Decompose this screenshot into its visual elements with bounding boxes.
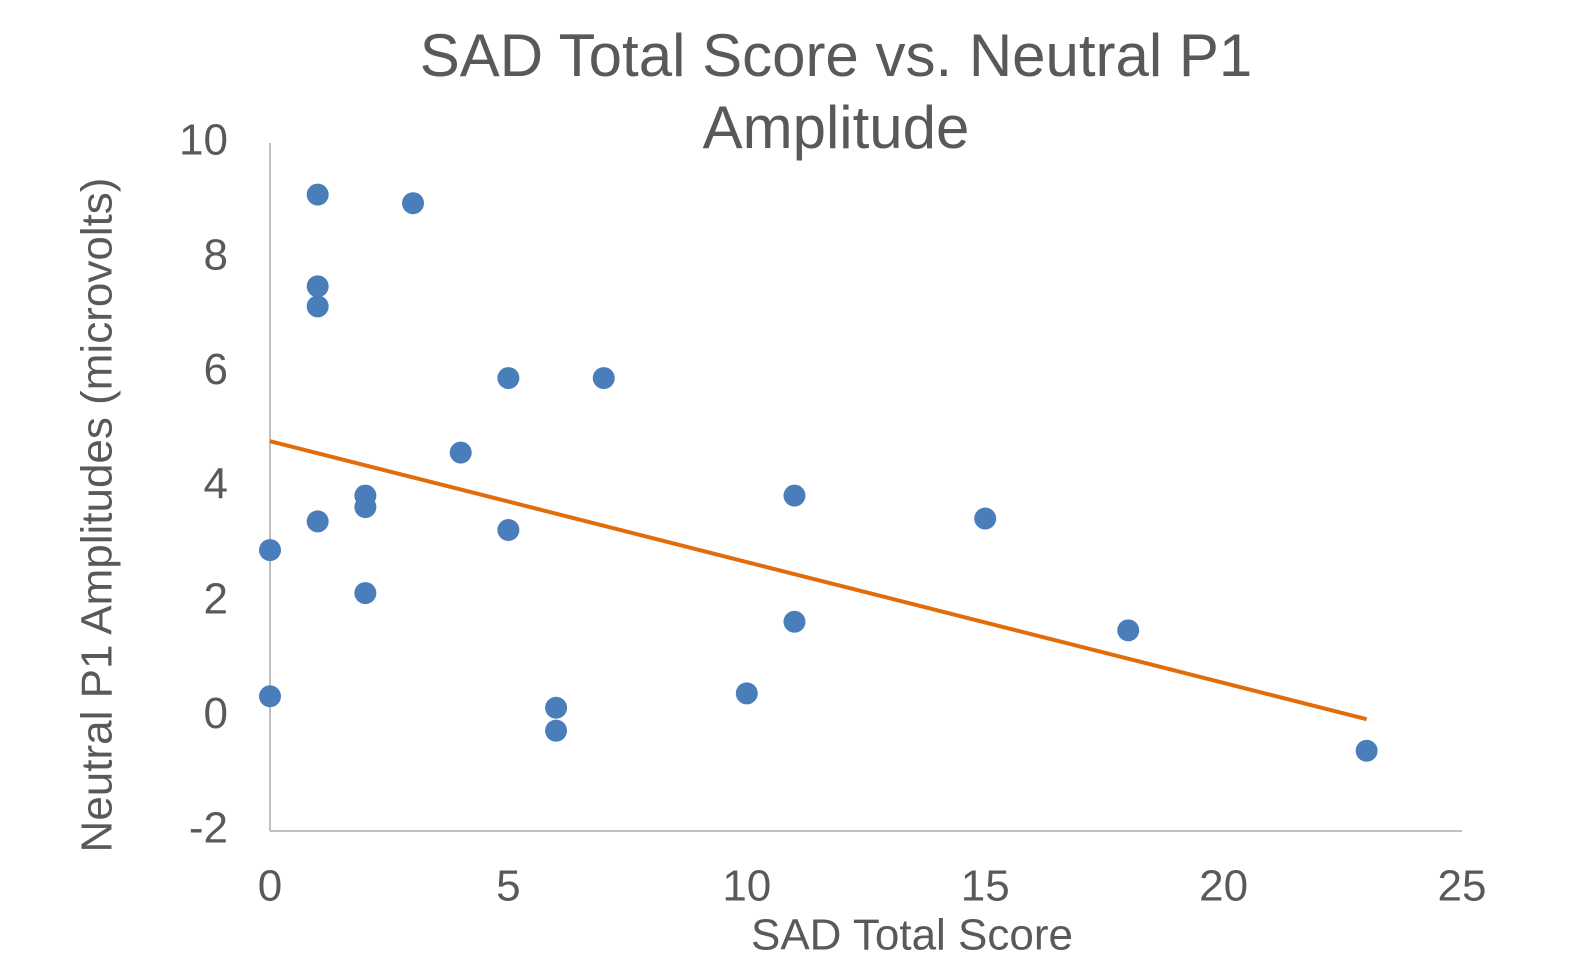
x-axis-label: SAD Total Score xyxy=(751,911,1073,960)
data-point xyxy=(259,539,281,562)
trendline xyxy=(269,439,1368,722)
data-point xyxy=(783,484,806,507)
data-point xyxy=(592,367,615,390)
x-tick-label: 5 xyxy=(496,862,520,911)
data-point xyxy=(402,192,425,215)
data-point xyxy=(449,441,472,464)
y-axis-label: Neutral P1 Amplitudes (microvolts) xyxy=(73,178,122,853)
data-point xyxy=(1355,739,1378,762)
data-point xyxy=(545,696,568,719)
y-tick-label: 10 xyxy=(179,116,228,165)
x-tick-label: 25 xyxy=(1438,862,1487,911)
x-tick-label: 10 xyxy=(722,862,771,911)
data-point xyxy=(354,582,377,605)
x-tick-label: 15 xyxy=(961,862,1010,911)
data-point xyxy=(974,507,997,530)
data-point xyxy=(1117,619,1140,642)
y-tick-label: 4 xyxy=(204,460,228,509)
data-point xyxy=(306,275,329,298)
data-point xyxy=(259,685,281,708)
y-tick-label: 8 xyxy=(204,230,228,279)
data-point xyxy=(306,510,329,533)
y-tick-label: 6 xyxy=(204,345,228,394)
data-point xyxy=(306,295,329,318)
data-point xyxy=(735,682,758,705)
y-tick-label: -2 xyxy=(189,804,228,853)
data-point xyxy=(306,183,329,206)
y-tick-label: 0 xyxy=(204,689,228,738)
x-tick-label: 0 xyxy=(258,862,282,911)
data-point xyxy=(783,610,806,633)
data-point xyxy=(497,367,520,390)
data-point xyxy=(545,719,568,742)
data-point xyxy=(354,496,377,519)
x-tick-label: 20 xyxy=(1199,862,1248,911)
chart-title: SAD Total Score vs. Neutral P1 Amplitude xyxy=(419,22,1253,161)
y-tick-label: 2 xyxy=(204,574,228,623)
data-point xyxy=(497,519,520,541)
